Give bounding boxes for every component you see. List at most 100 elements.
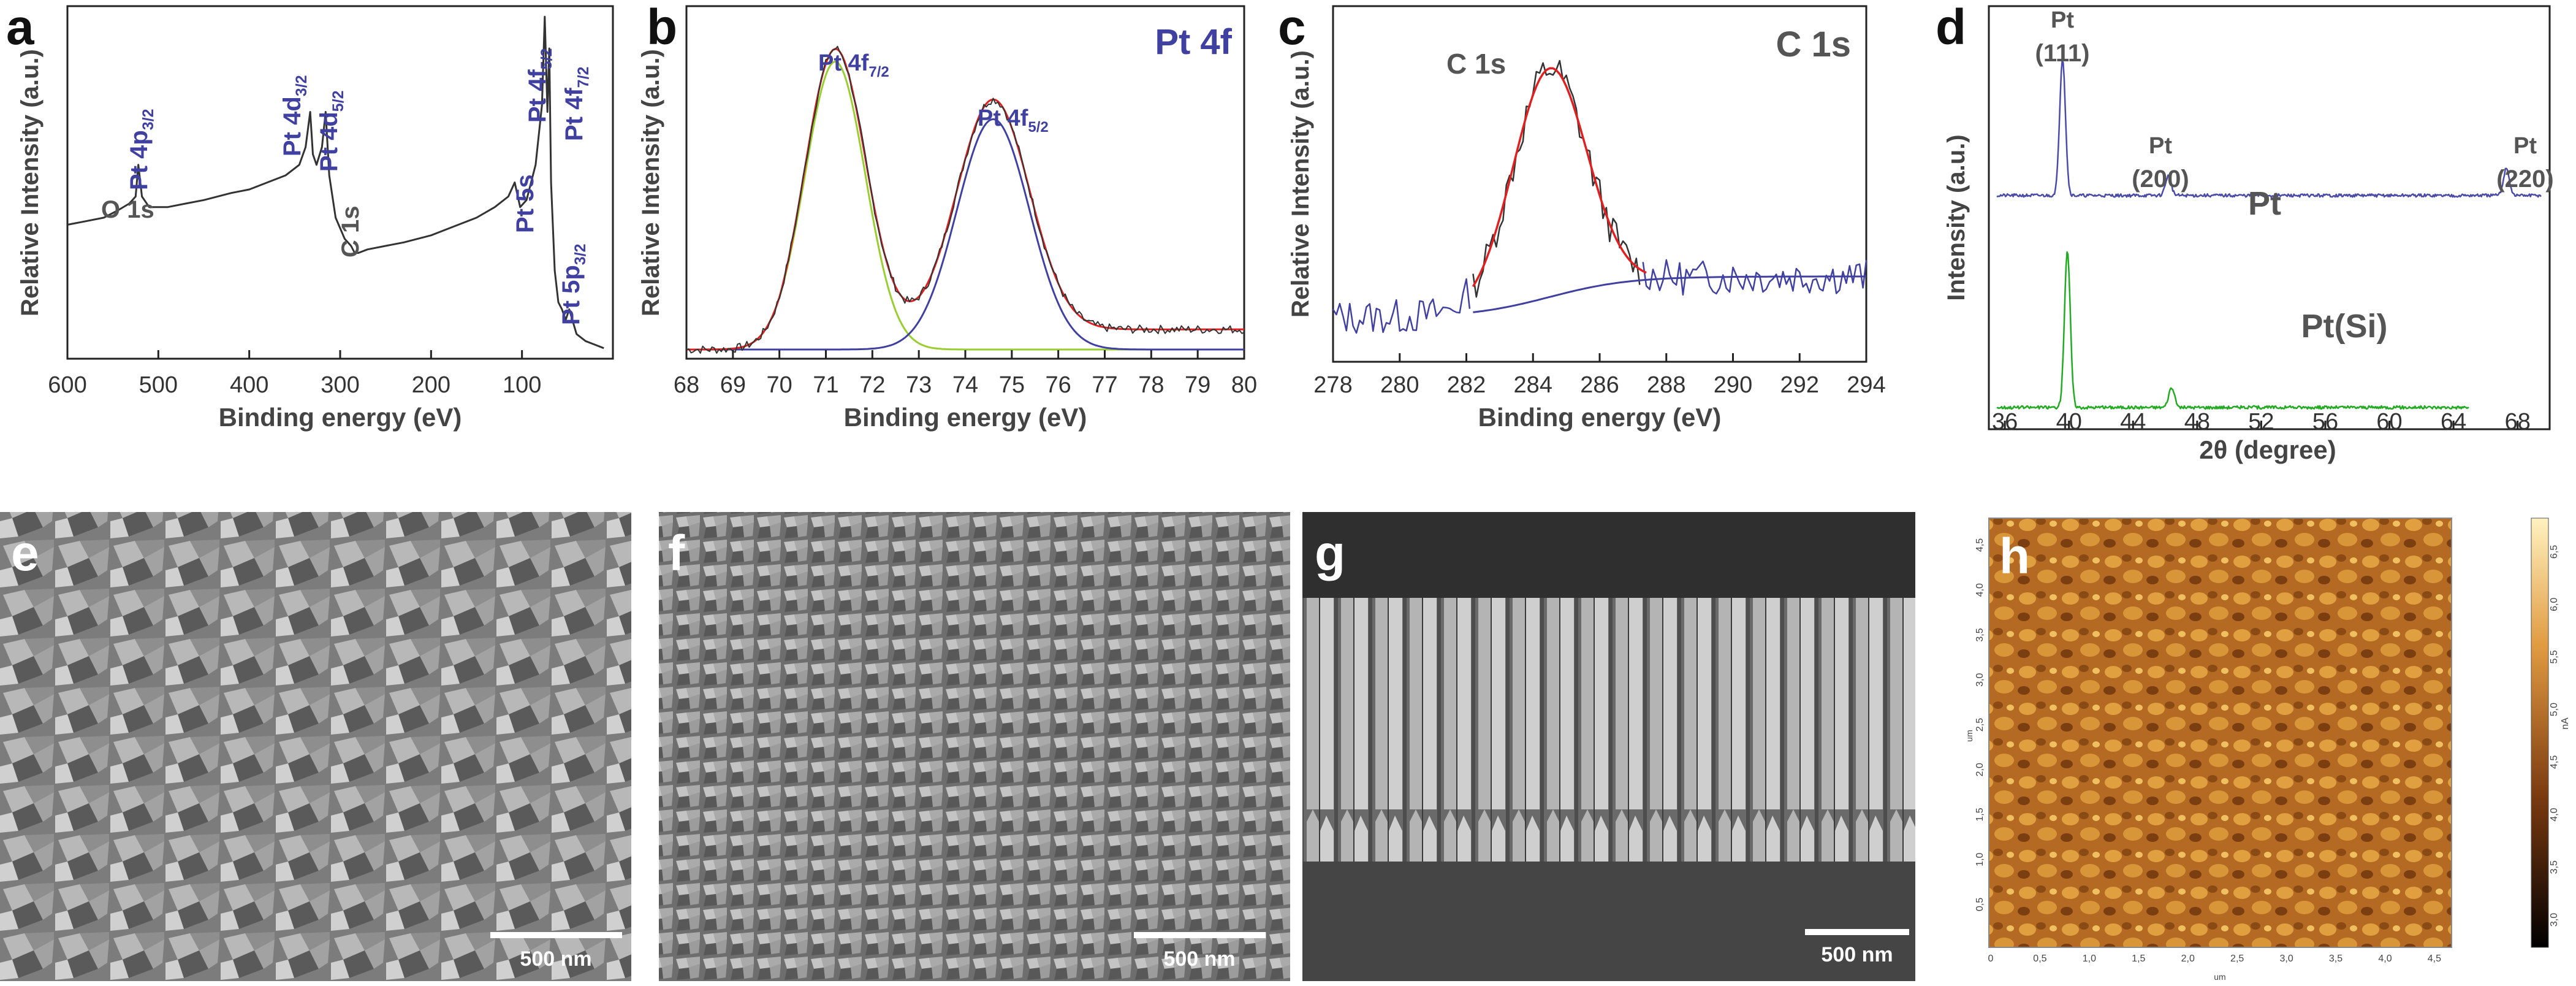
x-tick-label: 300 [321, 372, 359, 398]
series-line-raw-data [686, 45, 1245, 354]
x-axis-title-d: 2θ (degree) [2199, 435, 2336, 464]
peak-annotation-label: Pt 4f5/2 [978, 105, 1049, 136]
series-line-component-4f72 [686, 60, 1244, 351]
x-axis-title-c: Binding energy (eV) [1478, 403, 1722, 432]
x-tick-label: 286 [1580, 372, 1619, 398]
afm-y-tick-group: 0,5 1,0 1,5 2,0 2,5 3,0 3,5 4,0 4,5 [1975, 538, 1985, 911]
panel-letter-b: b [647, 0, 677, 55]
x-tick-label: 600 [48, 372, 86, 398]
x-tick-label: 71 [813, 372, 838, 398]
x-tick-label: 60 [2376, 409, 2402, 435]
series-label-ptsi: Pt(Si) [2301, 308, 2388, 345]
y-axis-title-c: Relative Intensity (a.u.) [1287, 50, 1314, 318]
x-tick-label: 74 [952, 372, 978, 398]
series-line-pt [1996, 59, 2542, 198]
sem-image-f [659, 512, 1290, 981]
peak-annotation-label: Pt [2513, 133, 2537, 159]
x-tick-group-b: 68 69 70 71 72 73 74 75 76 77 78 79 80 [674, 350, 1257, 398]
x-tick-label: 40 [2056, 409, 2082, 435]
x-tick-group-a: 600 500 400 300 200 100 [48, 350, 541, 398]
afm-y-tick-label: 2,0 [1975, 763, 1985, 776]
x-tick-label: 52 [2248, 409, 2274, 435]
afm-colorbar-tick-group: 3,0 3,5 4,0 4,5 5,0 5,5 6,0 6,5 [2549, 545, 2559, 927]
afm-x-tick-label: 4,0 [2378, 954, 2392, 964]
annotation-group-a: O 1s Pt 4p3/2 Pt 4d3/2Pt 4d5/2 C 1s Pt 5s Pt … [101, 48, 592, 325]
peak-annotation-label: Pt 5s [512, 174, 539, 233]
x-tick-group-c: 278 280 282 284 286 288 290 292 294 [1313, 353, 1886, 398]
panel-d-xrd: d Pt Pt(Si) Pt (111) Pt (200) Pt (220) 36 40 44 4… [1936, 0, 2554, 464]
afm-colorbar [2531, 518, 2549, 948]
x-tick-label: 68 [2505, 409, 2531, 435]
series-line-component-4f52 [686, 118, 1244, 351]
peak-annotation-label: Pt 4f7/2 [818, 50, 889, 80]
panel-letter-g: g [1315, 525, 1345, 581]
panel-letter-h: h [1999, 529, 2030, 584]
x-tick-label: 294 [1847, 372, 1885, 398]
peak-annotation-hkl: (220) [2496, 166, 2553, 193]
afm-x-unit: um [2214, 972, 2225, 982]
series-line-fit-envelope [686, 48, 1244, 351]
afm-image-h [1989, 518, 2452, 947]
afm-y-tick-label: 3,5 [1975, 628, 1985, 641]
scale-bar-e [490, 932, 622, 938]
x-tick-label: 36 [1992, 409, 2018, 435]
x-tick-label: 278 [1313, 372, 1352, 398]
peak-annotation-label: Pt 4d3/2 [279, 75, 310, 156]
panel-a-xps-survey: a O 1s Pt 4p3/2 Pt 4d3/2Pt 4d5/2 C 1s Pt 5s P… [6, 0, 614, 432]
scale-bar-label-g: 500 nm [1821, 943, 1893, 966]
afm-x-tick-label: 0 [1988, 954, 1994, 964]
afm-x-tick-label: 0,5 [2033, 954, 2046, 964]
afm-colorbar-tick-label: 5,0 [2549, 703, 2559, 716]
x-tick-label: 44 [2120, 409, 2146, 435]
x-tick-label: 288 [1647, 372, 1685, 398]
series-line-survey [67, 15, 604, 350]
chart-title-b: Pt 4f [1155, 22, 1232, 62]
panel-letter-d: d [1936, 0, 1966, 55]
afm-colorbar-tick-label: 5,5 [2549, 650, 2559, 663]
x-tick-label: 56 [2312, 409, 2338, 435]
series-group-b [686, 45, 1245, 354]
series-line-raw-left [1332, 278, 1471, 334]
afm-x-tick-label: 3,0 [2279, 954, 2293, 964]
panel-b-pt4f: b Pt 4f7/2 Pt 4f5/2 68 69 70 71 72 73 74 75 76 77 7… [637, 0, 1257, 432]
afm-x-tick-label: 2,0 [2181, 954, 2195, 964]
peak-annotation-label: Pt [2149, 133, 2172, 159]
panel-letter-f: f [668, 525, 685, 581]
x-tick-label: 77 [1092, 372, 1117, 398]
y-axis-title-d: Intensity (a.u.) [1943, 134, 1970, 300]
afm-colorbar-tick-label: 4,5 [2549, 755, 2559, 769]
x-tick-label: 400 [230, 372, 268, 398]
series-line-raw-peak [1472, 59, 1641, 298]
afm-x-tick-label: 2,5 [2230, 954, 2244, 964]
peak-annotation-hkl: (111) [2035, 40, 2090, 67]
x-tick-label: 68 [674, 372, 699, 398]
plot-frame-d [1988, 5, 2551, 430]
y-axis-title-a: Relative Intensity (a.u.) [17, 49, 44, 316]
afm-y-tick-label: 1,5 [1975, 808, 1985, 821]
series-line-background [1473, 275, 1866, 313]
panel-letter-c: c [1278, 0, 1306, 55]
x-tick-label: 79 [1185, 372, 1210, 398]
x-tick-label: 64 [2441, 409, 2466, 435]
peak-annotation-label: C 1s [337, 206, 364, 258]
peak-annotation-label: Pt 5p3/2 [558, 243, 589, 325]
peak-annotation-label: O 1s [101, 196, 154, 223]
series-group-c [1332, 59, 1867, 334]
afm-y-tick-label: 0,5 [1975, 898, 1985, 911]
afm-x-tick-group: 0 0,5 1,0 1,5 2,0 2,5 3,0 3,5 4,0 4,5 [1988, 954, 2442, 964]
x-tick-label: 69 [720, 372, 746, 398]
x-tick-label: 100 [503, 372, 541, 398]
x-tick-label: 282 [1447, 372, 1486, 398]
scale-bar-g [1805, 929, 1909, 935]
afm-y-unit: um [1964, 730, 1974, 741]
afm-y-tick-label: 3,0 [1975, 673, 1985, 687]
panel-letter-e: e [11, 525, 39, 581]
x-axis-title-a: Binding energy (eV) [219, 403, 462, 432]
x-tick-label: 280 [1380, 372, 1419, 398]
peak-annotation-label: Pt 4f5/2 [524, 48, 555, 123]
x-tick-label: 78 [1138, 372, 1164, 398]
x-tick-label: 72 [859, 372, 885, 398]
sem-image-g-columns [1302, 598, 1915, 862]
afm-colorbar-tick-label: 3,5 [2549, 860, 2559, 874]
x-tick-label: 75 [999, 372, 1025, 398]
